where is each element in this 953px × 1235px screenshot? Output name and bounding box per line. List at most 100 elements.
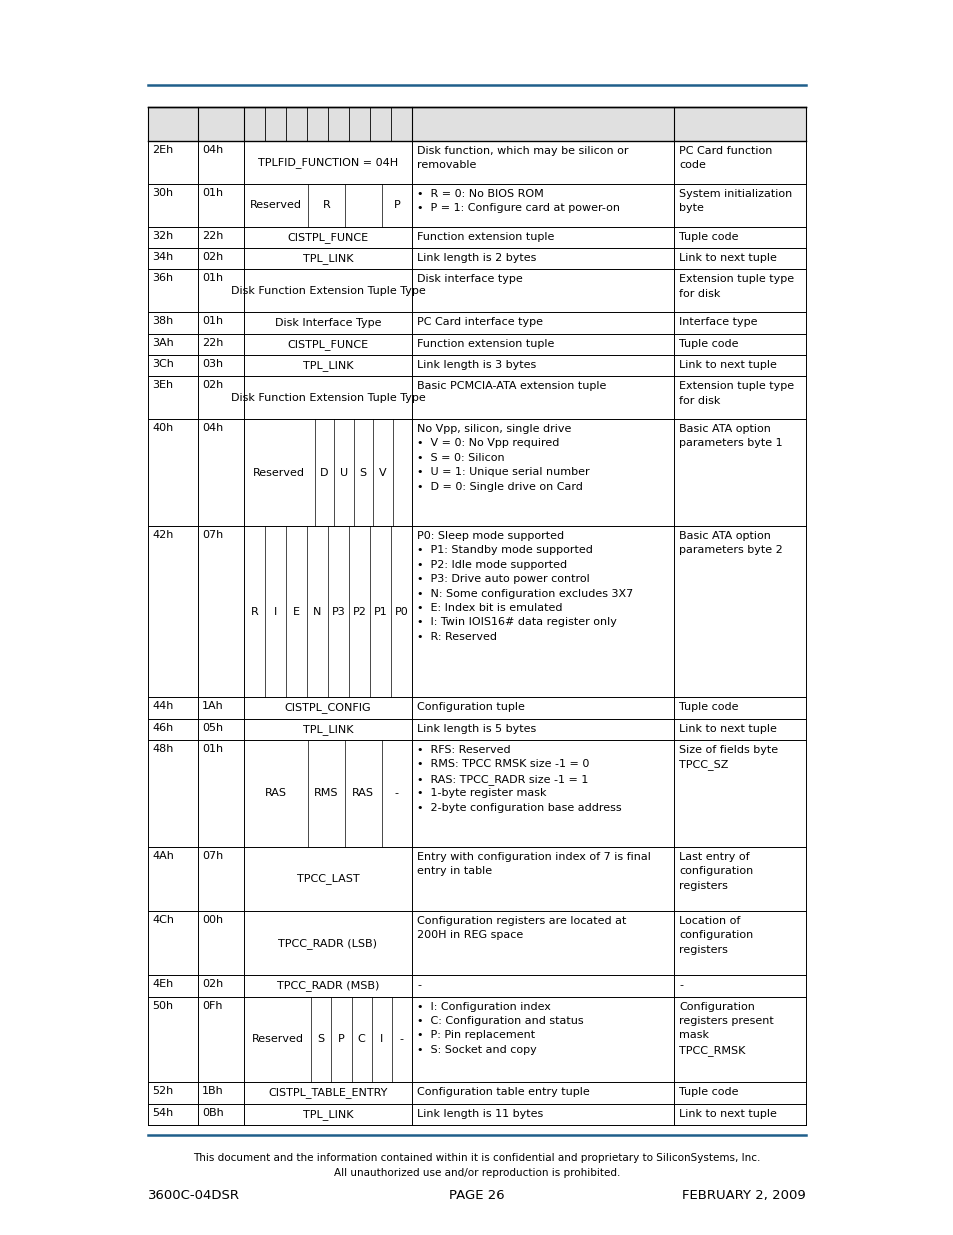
Text: Link to next tuple: Link to next tuple	[679, 359, 776, 370]
Text: 42h: 42h	[152, 530, 173, 540]
Text: PC Card interface type: PC Card interface type	[416, 317, 542, 327]
Text: 3600C-04DSR: 3600C-04DSR	[148, 1189, 240, 1202]
Text: Last entry of: Last entry of	[679, 852, 749, 862]
Bar	[148, 1082, 805, 1104]
Text: 22h: 22h	[202, 337, 223, 347]
Text: removable: removable	[416, 161, 476, 170]
Text: configuration: configuration	[679, 866, 753, 877]
Text: 02h: 02h	[202, 979, 223, 989]
Text: 3Ah: 3Ah	[152, 337, 173, 347]
Text: 4Ch: 4Ch	[152, 915, 173, 925]
Text: Basic PCMCIA-ATA extension tuple: Basic PCMCIA-ATA extension tuple	[416, 382, 606, 391]
Text: Disk interface type: Disk interface type	[416, 274, 522, 284]
Text: 52h: 52h	[152, 1087, 173, 1097]
Text: No Vpp, silicon, single drive: No Vpp, silicon, single drive	[416, 424, 571, 433]
Text: 30h: 30h	[152, 188, 172, 198]
Text: 46h: 46h	[152, 722, 173, 732]
Text: Disk function, which may be silicon or: Disk function, which may be silicon or	[416, 146, 628, 156]
Text: 4Eh: 4Eh	[152, 979, 173, 989]
Text: •  S = 0: Silicon: • S = 0: Silicon	[416, 453, 504, 463]
Text: P: P	[337, 1035, 344, 1045]
Text: U: U	[339, 468, 348, 478]
Text: V: V	[378, 468, 386, 478]
Text: 02h: 02h	[202, 380, 223, 390]
Text: •  P1: Standby mode supported: • P1: Standby mode supported	[416, 546, 592, 556]
Text: Configuration: Configuration	[679, 1002, 754, 1011]
Text: code: code	[679, 161, 705, 170]
Text: Link length is 2 bytes: Link length is 2 bytes	[416, 253, 536, 263]
Text: -: -	[416, 981, 420, 990]
Text: R: R	[251, 606, 258, 616]
Text: for disk: for disk	[679, 395, 720, 406]
Bar	[148, 312, 805, 333]
Text: parameters byte 2: parameters byte 2	[679, 546, 781, 556]
Text: Link to next tuple: Link to next tuple	[679, 1109, 776, 1119]
Text: 01h: 01h	[202, 316, 223, 326]
Text: 07h: 07h	[202, 530, 223, 540]
Text: Link to next tuple: Link to next tuple	[679, 724, 776, 734]
Bar	[148, 333, 805, 354]
Text: Reserved: Reserved	[252, 1035, 303, 1045]
Text: P1: P1	[374, 606, 387, 616]
Text: 01h: 01h	[202, 188, 223, 198]
Text: -: -	[399, 1035, 403, 1045]
Text: Size of fields byte: Size of fields byte	[679, 745, 778, 755]
Text: -: -	[679, 981, 682, 990]
Text: Tuple code: Tuple code	[679, 1087, 738, 1097]
Text: •  RFS: Reserved: • RFS: Reserved	[416, 745, 510, 755]
Text: registers present: registers present	[679, 1016, 773, 1026]
Text: 00h: 00h	[202, 915, 223, 925]
Text: TPLFID_FUNCTION = 04H: TPLFID_FUNCTION = 04H	[257, 157, 397, 168]
Bar	[148, 847, 805, 911]
Text: •  R = 0: No BIOS ROM: • R = 0: No BIOS ROM	[416, 189, 543, 199]
Text: R: R	[322, 200, 330, 210]
Text: 1Bh: 1Bh	[202, 1087, 224, 1097]
Text: 36h: 36h	[152, 273, 172, 283]
Text: PC Card function: PC Card function	[679, 146, 772, 156]
Text: configuration: configuration	[679, 930, 753, 941]
Text: TPCC_LAST: TPCC_LAST	[296, 873, 359, 884]
Text: TPL_LINK: TPL_LINK	[302, 253, 353, 264]
Text: 04h: 04h	[202, 144, 223, 156]
Text: registers: registers	[679, 881, 727, 890]
Text: mask: mask	[679, 1030, 708, 1040]
Text: Extension tuple type: Extension tuple type	[679, 382, 793, 391]
Text: Link to next tuple: Link to next tuple	[679, 253, 776, 263]
Text: -: -	[395, 788, 398, 799]
Text: 04h: 04h	[202, 424, 223, 433]
Bar	[148, 107, 805, 141]
Text: Link length is 11 bytes: Link length is 11 bytes	[416, 1109, 542, 1119]
Text: Tuple code: Tuple code	[679, 703, 738, 713]
Text: 03h: 03h	[202, 359, 223, 369]
Bar	[148, 997, 805, 1082]
Text: 0Bh: 0Bh	[202, 1108, 224, 1118]
Text: •  1-byte register mask: • 1-byte register mask	[416, 788, 546, 798]
Bar	[148, 269, 805, 312]
Text: Disk Function Extension Tuple Type: Disk Function Extension Tuple Type	[231, 285, 425, 295]
Text: registers: registers	[679, 945, 727, 955]
Text: All unauthorized use and/or reproduction is prohibited.: All unauthorized use and/or reproduction…	[334, 1168, 619, 1178]
Text: Link length is 3 bytes: Link length is 3 bytes	[416, 359, 536, 370]
Text: 3Eh: 3Eh	[152, 380, 172, 390]
Text: Interface type: Interface type	[679, 317, 757, 327]
Text: •  P = 1: Configure card at power-on: • P = 1: Configure card at power-on	[416, 204, 619, 214]
Text: •  U = 1: Unique serial number: • U = 1: Unique serial number	[416, 467, 589, 477]
Text: 200H in REG space: 200H in REG space	[416, 930, 522, 941]
Text: Configuration table entry tuple: Configuration table entry tuple	[416, 1087, 589, 1097]
Text: 0Fh: 0Fh	[202, 1000, 222, 1010]
Text: •  R: Reserved: • R: Reserved	[416, 632, 497, 642]
Text: 01h: 01h	[202, 273, 223, 283]
Text: I: I	[274, 606, 276, 616]
Text: C: C	[357, 1035, 365, 1045]
Text: 54h: 54h	[152, 1108, 173, 1118]
Text: 05h: 05h	[202, 722, 223, 732]
Bar	[148, 419, 805, 526]
Bar	[148, 976, 805, 997]
Text: CISTPL_CONFIG: CISTPL_CONFIG	[284, 703, 371, 714]
Text: 07h: 07h	[202, 851, 223, 861]
Text: 34h: 34h	[152, 252, 173, 262]
Text: Configuration registers are located at: Configuration registers are located at	[416, 916, 626, 926]
Text: TPCC_RADR (LSB): TPCC_RADR (LSB)	[278, 937, 377, 948]
Text: Configuration tuple: Configuration tuple	[416, 703, 524, 713]
Text: CISTPL_TABLE_ENTRY: CISTPL_TABLE_ENTRY	[268, 1088, 387, 1098]
